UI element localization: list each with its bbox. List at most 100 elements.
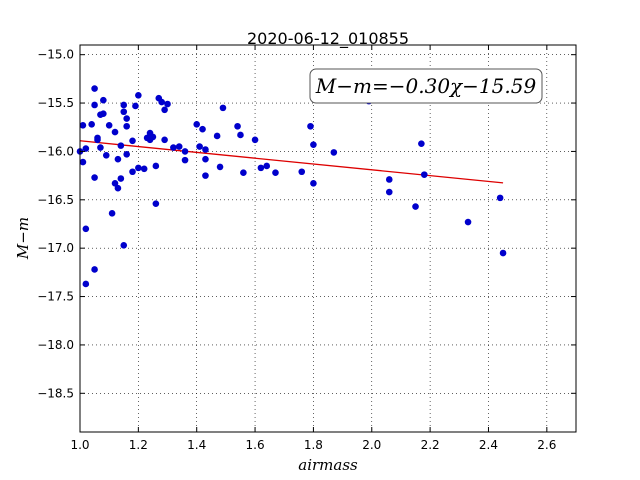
- y-tick-label: −17.0: [37, 241, 74, 255]
- data-point: [79, 158, 87, 166]
- data-point: [199, 125, 206, 133]
- data-point: [499, 249, 507, 257]
- data-point: [412, 203, 419, 210]
- data-point: [91, 174, 98, 181]
- data-point: [161, 106, 168, 114]
- data-point: [240, 169, 247, 177]
- data-point: [181, 148, 189, 155]
- data-point: [257, 164, 265, 172]
- data-point: [111, 128, 119, 136]
- data-point: [132, 102, 139, 110]
- data-point: [91, 85, 98, 92]
- x-tick-label: 1.8: [304, 438, 323, 452]
- data-point: [193, 121, 201, 128]
- data-point: [464, 218, 472, 226]
- data-point: [216, 163, 224, 171]
- data-point: [496, 194, 504, 202]
- data-point: [213, 132, 221, 140]
- y-tick-label: −15.0: [37, 48, 74, 62]
- data-point: [79, 122, 87, 129]
- data-point: [420, 171, 428, 178]
- y-tick-label: −16.5: [37, 193, 74, 207]
- data-point: [140, 165, 148, 173]
- data-point: [123, 115, 130, 122]
- data-point: [202, 155, 209, 163]
- fit-equation-annotation: M−m=−0.30χ−15.59: [309, 68, 543, 104]
- fit-line: [79, 140, 504, 184]
- x-tick-label: 2.6: [537, 438, 556, 452]
- data-point: [310, 141, 317, 148]
- data-point: [91, 101, 98, 109]
- x-tick-label: 2.2: [421, 438, 440, 452]
- annotation-box: [309, 68, 543, 104]
- data-point: [149, 133, 157, 141]
- data-point: [100, 96, 107, 104]
- data-point: [117, 142, 125, 149]
- data-point: [120, 241, 128, 249]
- data-point: [161, 136, 168, 144]
- data-point: [123, 151, 130, 158]
- data-point: [135, 92, 142, 99]
- data-point: [385, 188, 393, 196]
- data-point: [202, 172, 209, 179]
- data-point: [135, 164, 142, 172]
- y-tick-label: −16.0: [37, 144, 74, 158]
- data-point: [88, 121, 95, 128]
- annotation-text: M−m=−0.30χ−15.59: [315, 74, 537, 98]
- data-point: [102, 151, 110, 159]
- data-point: [117, 175, 125, 182]
- data-point: [263, 162, 271, 170]
- data-point: [298, 168, 306, 176]
- data-point: [418, 140, 425, 147]
- data-point: [164, 100, 171, 108]
- data-point: [91, 266, 98, 273]
- x-axis-label: airmass: [298, 456, 358, 474]
- data-point: [111, 180, 119, 187]
- data-point: [181, 156, 189, 164]
- data-point: [202, 146, 209, 153]
- data-point: [100, 110, 107, 117]
- data-point: [234, 122, 241, 130]
- data-point: [120, 108, 128, 116]
- data-points: [76, 85, 507, 288]
- data-point: [82, 145, 90, 152]
- y-tick-label: −18.0: [37, 338, 74, 352]
- data-point: [94, 134, 101, 142]
- data-point: [251, 136, 259, 144]
- data-point: [219, 104, 227, 112]
- x-tick-label: 1.0: [70, 438, 89, 452]
- data-point: [310, 180, 317, 187]
- data-point: [114, 184, 122, 192]
- data-point: [97, 144, 104, 151]
- axis-ticks: 1.0 1.2 1.4 1.6 1.8 2.0 2.2 2.4 2.6 −15.0 −15.5 −16…: [37, 45, 576, 452]
- y-axis-label: M−m: [14, 217, 32, 260]
- data-point: [152, 162, 160, 170]
- chart-title: 2020-06-12_010855: [247, 29, 409, 49]
- data-point: [114, 155, 122, 163]
- data-point: [158, 98, 165, 106]
- x-tick-label: 2.0: [362, 438, 381, 452]
- x-tick-label: 2.4: [479, 438, 498, 452]
- x-tick-label: 1.6: [246, 438, 265, 452]
- y-tick-label: −17.5: [37, 290, 74, 304]
- data-point: [170, 144, 177, 151]
- y-tick-label: −18.5: [37, 386, 74, 400]
- data-point: [120, 101, 128, 109]
- data-point: [129, 137, 136, 145]
- data-point: [272, 169, 279, 177]
- data-point: [82, 280, 90, 288]
- x-tick-label: 1.4: [187, 438, 206, 452]
- fit-line-group: [79, 140, 504, 184]
- data-point: [196, 143, 203, 150]
- data-point: [105, 122, 113, 129]
- data-point: [237, 131, 244, 139]
- data-point: [307, 122, 314, 130]
- plot-frame: [79, 44, 577, 433]
- data-point: [385, 176, 393, 183]
- data-point: [152, 200, 160, 207]
- data-point: [123, 122, 130, 130]
- data-point: [330, 149, 338, 156]
- y-tick-label: −15.5: [37, 96, 74, 110]
- data-point: [108, 210, 116, 217]
